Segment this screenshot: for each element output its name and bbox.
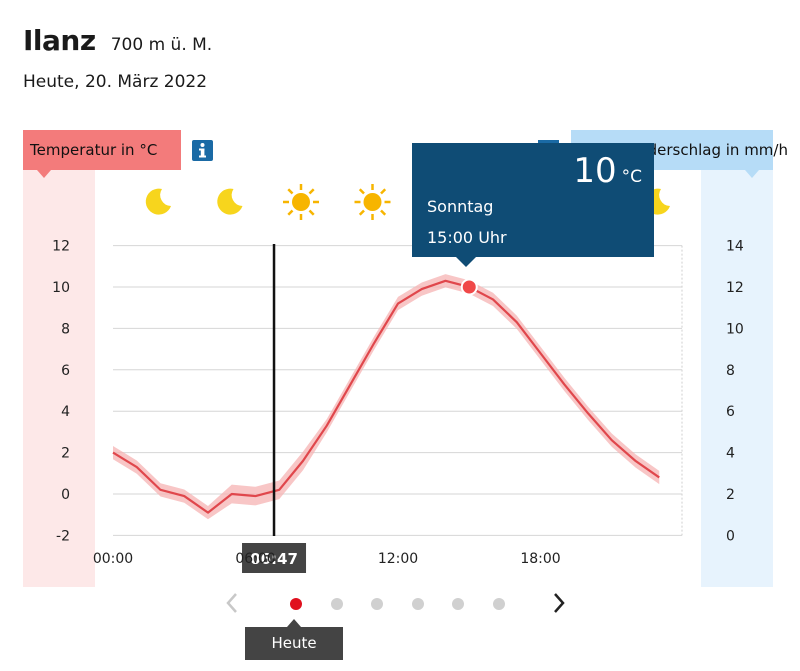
temperature-chart: 06:47 12 10 8 6 4 2 0 -2 14 12 10 8 6 4 2 0 00:00 06:00 12… [52,184,744,573]
temperature-axis-band [23,170,95,587]
sun-icon [354,184,391,220]
precip-tick-label: 6 [726,404,735,420]
precip-tick-label: 10 [726,321,744,337]
time-tick-label: 06:00 [235,551,275,567]
tooltip-temperature: 10 °C [573,151,642,191]
pager-dot[interactable] [290,598,302,610]
now-time-label: 06:47 [250,550,298,568]
time-tick-label: 12:00 [378,551,418,567]
city-name: Ilanz [23,24,96,57]
time-tick-label: 18:00 [520,551,560,567]
next-day-button[interactable] [549,590,569,620]
moon-icon [145,188,171,215]
hover-tooltip: 10 °C Sonntag 15:00 Uhr [412,143,654,267]
previous-day-button[interactable] [222,590,242,620]
temp-tick-label: 10 [52,280,70,296]
precip-tick-label: 0 [726,528,735,544]
pager-dot[interactable] [493,598,505,610]
temp-tick-label: 6 [61,363,70,379]
tooltip-day: Sonntag [427,197,494,216]
altitude: 700 m ü. M. [110,35,213,55]
highlighted-point [460,278,478,296]
temp-tick-label: 0 [61,487,70,503]
precip-tick-label: 4 [726,446,735,462]
temperature-legend: Temperatur in °C [23,130,181,178]
tooltip-time: 15:00 Uhr [427,228,507,247]
precip-tick-label: 14 [726,239,744,255]
now-time-badge [242,543,307,573]
precip-tick-label: 12 [726,280,744,296]
pager-dot[interactable] [330,598,343,610]
pager-dot[interactable] [452,598,465,610]
moon-icon [217,188,243,215]
sun-icon [283,184,319,220]
today-badge: Heute [245,619,343,660]
tooltip-temp-value: 10 [573,151,617,191]
temp-tick-label: 12 [52,239,70,255]
pager-dot[interactable] [411,598,424,610]
forecast-date: Heute, 20. März 2022 [23,72,208,92]
temperature-line [112,279,660,514]
temp-tick-label: 8 [61,321,70,337]
precip-tick-label: 8 [726,363,735,379]
precipitation-axis-band [701,170,773,587]
info-icon[interactable] [192,140,213,161]
temp-tick-label: 4 [61,404,70,420]
tooltip-temp-unit: °C [621,167,642,187]
precip-tick-label: 2 [726,487,735,503]
pager-dot[interactable] [371,598,384,610]
time-tick-label: 00:00 [93,551,133,567]
temp-tick-label: 2 [61,446,70,462]
temperature-range-band [113,274,660,520]
page-title: Ilanz 700 m ü. M. [23,24,212,57]
temp-tick-label: -2 [56,528,70,544]
